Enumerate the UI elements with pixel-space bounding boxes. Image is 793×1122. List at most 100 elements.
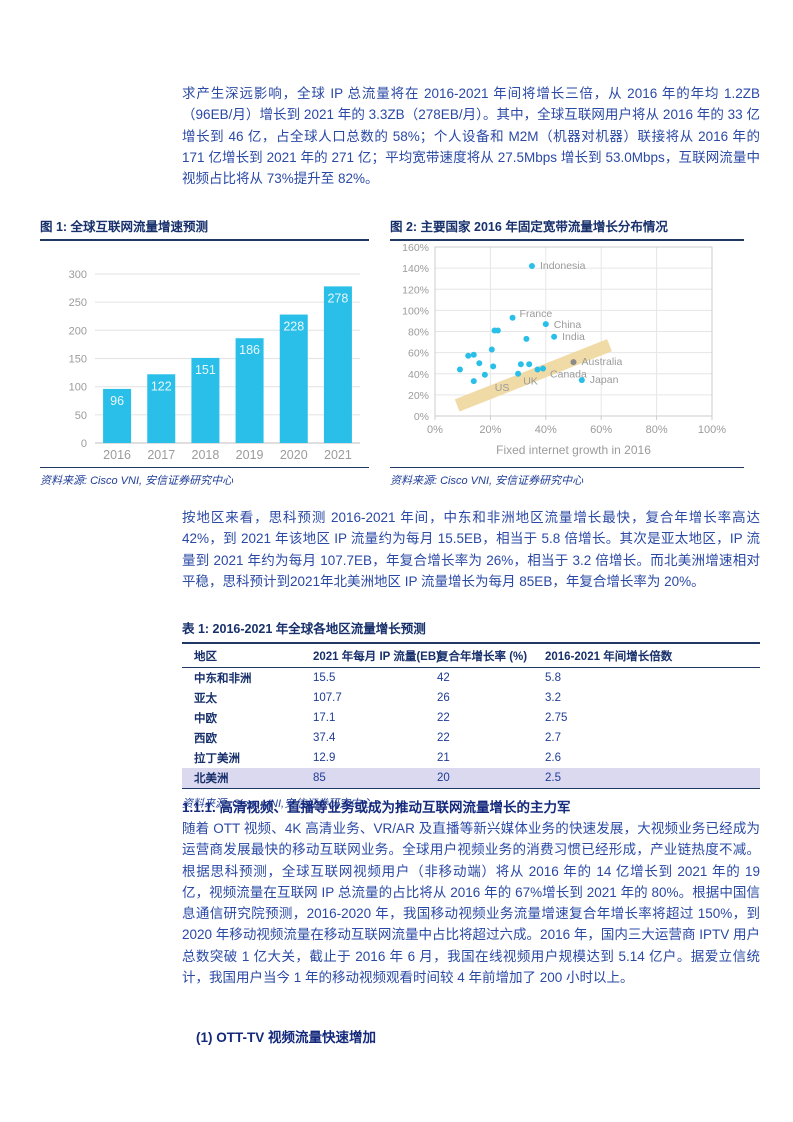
paragraph-video-services: 随着 OTT 视频、4K 高清业务、VR/AR 及直播等新兴媒体业务的快速发展，… — [182, 821, 760, 986]
x-axis-title: Fixed internet growth in 2016 — [496, 443, 651, 457]
table-cell: 中东和非洲 — [194, 673, 252, 685]
table-row: 北美洲 85 20 2.5 — [182, 768, 760, 789]
x-tick-label: 100% — [698, 424, 726, 436]
table-row: 中东和非洲 15.5 42 5.8 — [182, 668, 760, 689]
figure-2-scatter-chart: 0% 20% 40% 60% 80% 100% 120% 140% 160% 0% 20% 40% 60… — [390, 241, 744, 467]
scatter-point-india — [551, 333, 558, 340]
country-label: UK — [523, 376, 538, 388]
table-row: 拉丁美洲 12.9 21 2.6 — [182, 748, 760, 768]
figure-2: 图 2: 主要国家 2016 年固定宽带流量增长分布情况 0% 20% 40% 60%… — [390, 216, 744, 488]
x-tick-label: 2020 — [280, 448, 308, 462]
y-tick-label: 200 — [69, 325, 87, 337]
y-tick-label: 140% — [402, 263, 429, 275]
figure-1-bar-chart: 0 50 100 150 200 250 300 96 2016 122 2017 151 2018 18… — [40, 241, 369, 467]
scatter-point-japan — [578, 377, 585, 384]
bar-value-label: 278 — [327, 291, 348, 305]
table-cell: 22 — [437, 732, 450, 744]
bar — [103, 388, 132, 443]
y-tick-label: 40% — [408, 369, 429, 381]
country-label: US — [495, 382, 510, 394]
y-tick-label: 0% — [414, 411, 429, 423]
table-header-cell: 2021 年每月 IP 流量(EB) — [313, 643, 440, 668]
bar — [191, 357, 220, 443]
bar-value-label: 151 — [195, 363, 216, 377]
scatter-point — [481, 371, 488, 378]
scatter-point — [470, 378, 477, 385]
x-tick-label: 40% — [535, 424, 557, 436]
country-label: Australia — [582, 356, 623, 368]
scatter-point — [488, 346, 495, 353]
table-cell: 5.8 — [545, 672, 561, 684]
bar — [235, 338, 264, 443]
x-tick-label: 0% — [427, 424, 443, 436]
scatter-point — [470, 351, 477, 358]
table-cell: 西欧 — [194, 733, 217, 745]
regional-traffic-table: 地区 2021 年每月 IP 流量(EB) 复合年增长率 (%) 2016-2021 … — [182, 642, 760, 789]
table-cell: 20 — [437, 772, 450, 784]
figure-2-title: 图 2: 主要国家 2016 年固定宽带流量增长分布情况 — [390, 216, 744, 241]
table-1-source: 资料来源: Cisco VNI,安信证券研究中心 — [182, 798, 373, 810]
bar-value-label: 96 — [110, 394, 124, 408]
figure-1-source: 资料来源: Cisco VNI, 安信证券研究中心 — [40, 467, 369, 488]
table-cell: 37.4 — [313, 732, 336, 744]
x-tick-label: 20% — [479, 424, 501, 436]
x-tick-label: 2016 — [103, 448, 131, 462]
bar-value-label: 186 — [239, 343, 260, 357]
subheading-ott-tv: (1) OTT-TV 视频流量快速增加 — [196, 1030, 376, 1045]
table-cell: 107.7 — [313, 692, 342, 704]
scatter-point — [465, 352, 472, 359]
country-label: China — [554, 319, 582, 331]
bar-value-label: 122 — [151, 379, 172, 393]
bar-value-label: 228 — [283, 320, 304, 334]
figure-1-title: 图 1: 全球互联网流量增速预测 — [40, 216, 369, 241]
scatter-point-us — [515, 370, 522, 377]
y-tick-label: 20% — [408, 390, 429, 402]
bar — [279, 314, 308, 443]
scatter-point — [490, 363, 497, 370]
bar — [147, 374, 176, 443]
table-cell: 拉丁美洲 — [194, 753, 240, 765]
bar-chart-svg: 0 50 100 150 200 250 300 96 2016 122 2017 151 2018 18… — [69, 269, 360, 462]
scatter-point-indonesia — [528, 263, 535, 270]
plot-border — [434, 246, 713, 417]
table-cell: 亚太 — [194, 693, 217, 705]
paragraph-regional-forecast: 按地区来看，思科预测 2016-2021 年间，中东和非洲地区流量增长最快，复合… — [182, 510, 760, 589]
table-header-cell: 2016-2021 年间增长倍数 — [545, 643, 760, 668]
scatter-point — [494, 327, 501, 334]
x-tick-label: 2019 — [236, 448, 264, 462]
trend-band — [454, 339, 612, 412]
table-cell: 12.9 — [313, 752, 336, 764]
scatter-point — [476, 360, 483, 367]
table-1: 表 1: 2016-2021 年全球各地区流量增长预测 地区 2021 年每月 I… — [182, 618, 760, 811]
table-cell: 3.2 — [545, 692, 561, 704]
y-tick-label: 100% — [402, 305, 429, 317]
table-cell: 15.5 — [313, 672, 336, 684]
table-row: 中欧 17.1 22 2.75 — [182, 708, 760, 728]
table-cell: 中欧 — [194, 713, 217, 725]
table-cell: 2.5 — [545, 772, 561, 784]
country-label: Indonesia — [540, 260, 586, 272]
figure-2-source: 资料来源: Cisco VNI, 安信证券研究中心 — [390, 467, 744, 488]
scatter-point-france — [509, 314, 516, 321]
scatter-point — [523, 335, 530, 342]
y-tick-label: 100 — [69, 382, 87, 394]
table-header-cell: 地区 — [182, 643, 313, 668]
y-tick-label: 160% — [402, 242, 429, 254]
scatter-point — [526, 361, 533, 368]
x-tick-label: 60% — [590, 424, 612, 436]
table-cell: 42 — [437, 672, 450, 684]
table-row: 西欧 37.4 22 2.7 — [182, 728, 760, 748]
table-1-title: 表 1: 2016-2021 年全球各地区流量增长预测 — [182, 622, 426, 636]
y-tick-label: 50 — [75, 410, 87, 422]
country-label: Japan — [590, 374, 619, 386]
scatter-point-canada — [540, 365, 547, 372]
table-cell: 2.75 — [545, 712, 568, 724]
country-label: Canada — [550, 368, 587, 380]
table-cell: 北美洲 — [194, 773, 229, 785]
country-label: India — [562, 331, 585, 343]
scatter-point — [517, 361, 524, 368]
table-row: 亚太 107.7 26 3.2 — [182, 688, 760, 708]
country-label: France — [520, 308, 553, 320]
y-tick-label: 0 — [81, 438, 87, 450]
